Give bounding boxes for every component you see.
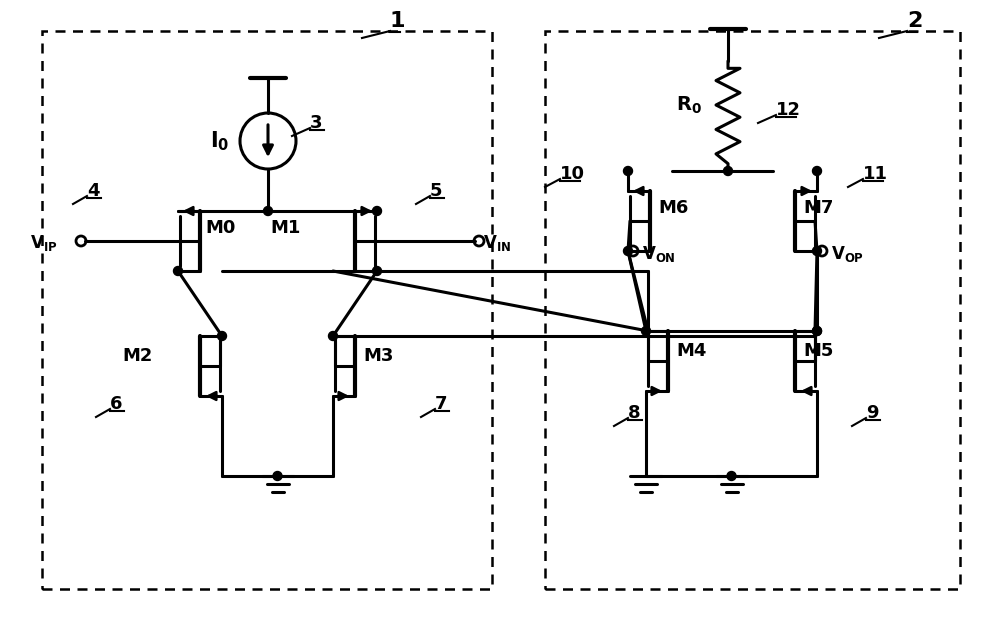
Circle shape: [812, 247, 822, 256]
Circle shape: [372, 206, 382, 216]
Circle shape: [328, 331, 338, 341]
Text: 11: 11: [863, 165, 888, 183]
Text: 4: 4: [87, 182, 100, 200]
Text: M3: M3: [363, 347, 393, 365]
Text: M7: M7: [803, 199, 833, 217]
Text: 5: 5: [430, 182, 442, 200]
Circle shape: [264, 206, 272, 216]
Circle shape: [273, 471, 282, 480]
Circle shape: [174, 266, 182, 276]
Text: $\mathbf{V_{OP}}$: $\mathbf{V_{OP}}$: [831, 244, 864, 264]
Text: $\mathbf{V_{ON}}$: $\mathbf{V_{ON}}$: [642, 244, 676, 264]
Text: 6: 6: [110, 395, 122, 413]
Text: M0: M0: [205, 219, 235, 237]
Circle shape: [727, 471, 736, 480]
Text: 9: 9: [866, 404, 879, 422]
Circle shape: [372, 266, 382, 276]
Text: 2: 2: [907, 11, 922, 31]
Text: M6: M6: [658, 199, 688, 217]
Text: 10: 10: [560, 165, 585, 183]
Text: 7: 7: [435, 395, 448, 413]
Text: $\mathbf{R_0}$: $\mathbf{R_0}$: [676, 95, 702, 116]
Circle shape: [724, 167, 732, 175]
Text: M4: M4: [676, 342, 706, 360]
Circle shape: [812, 167, 822, 175]
Text: $\mathbf{V_{IN}}$: $\mathbf{V_{IN}}$: [483, 233, 511, 253]
Text: $\mathbf{V_{IP}}$: $\mathbf{V_{IP}}$: [30, 233, 57, 253]
Circle shape: [812, 326, 822, 336]
Circle shape: [624, 167, 633, 175]
Circle shape: [218, 331, 226, 341]
Text: M5: M5: [803, 342, 833, 360]
Circle shape: [812, 326, 822, 336]
Text: 3: 3: [310, 114, 322, 132]
Text: $\mathbf{I_0}$: $\mathbf{I_0}$: [210, 129, 229, 153]
Text: M1: M1: [270, 219, 300, 237]
Text: 8: 8: [628, 404, 641, 422]
Circle shape: [642, 326, 650, 336]
Text: M2: M2: [122, 347, 152, 365]
Text: 12: 12: [776, 101, 801, 119]
Circle shape: [624, 247, 633, 256]
Text: 1: 1: [390, 11, 406, 31]
